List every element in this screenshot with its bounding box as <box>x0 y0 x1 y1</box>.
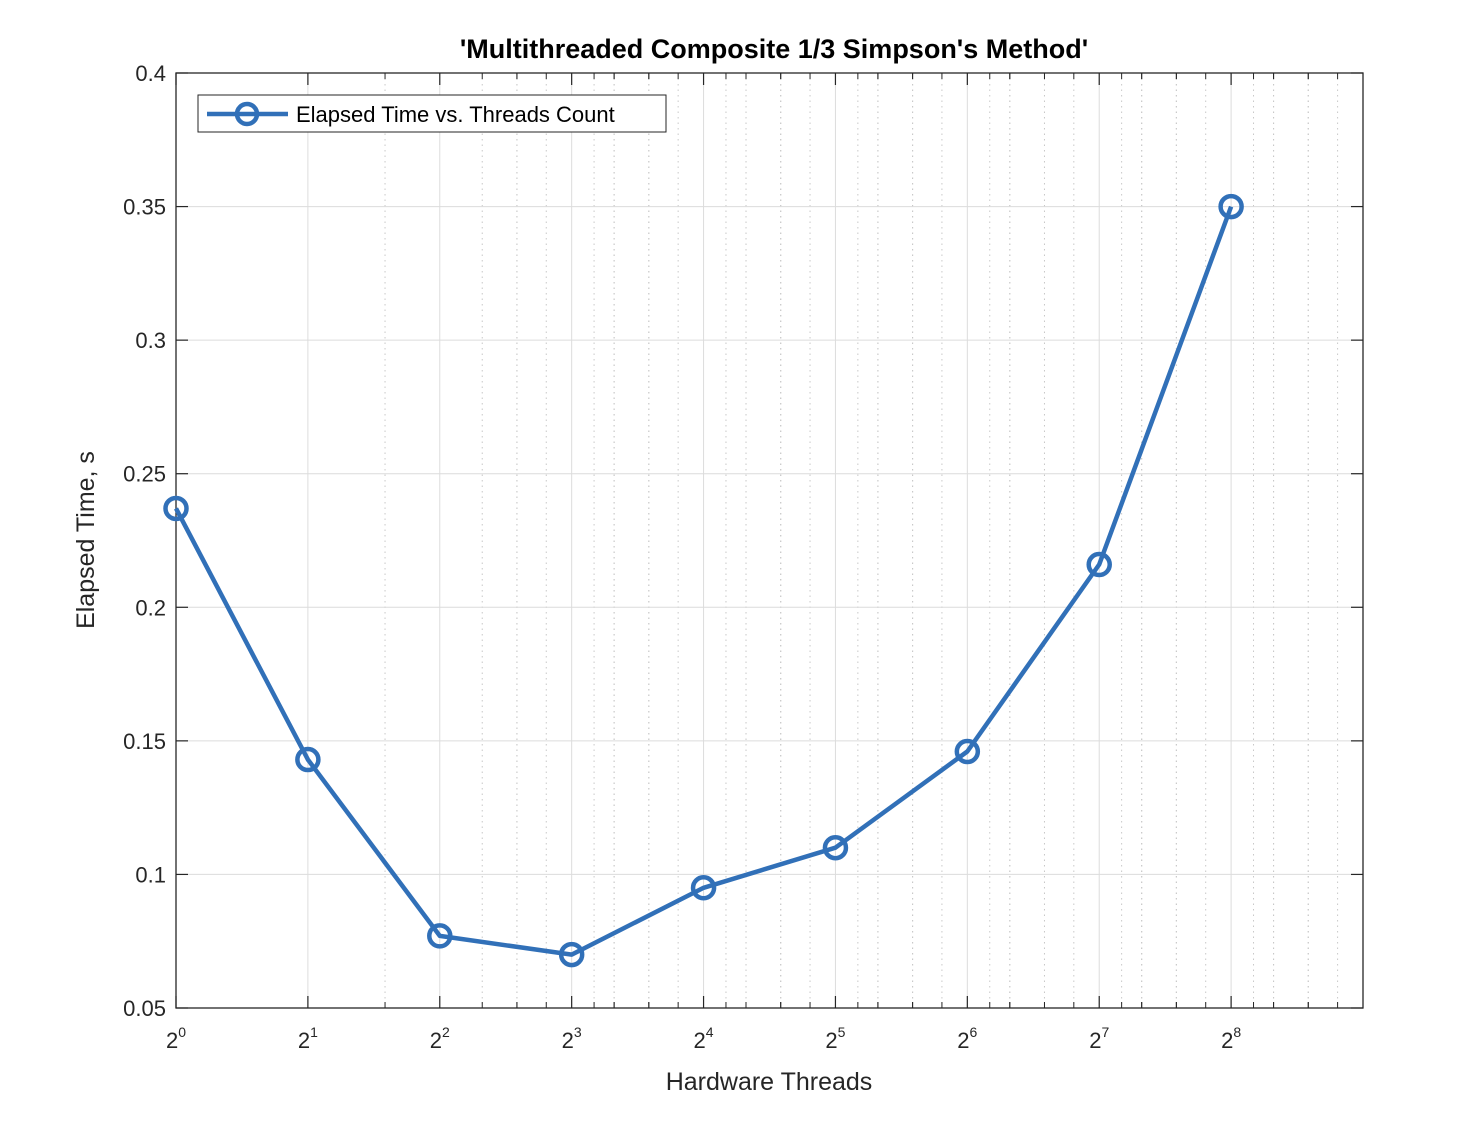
x-tick-label: 28 <box>1221 1024 1241 1053</box>
y-tick-label: 0.3 <box>135 328 166 353</box>
y-tick-labels: 0.05 0.1 0.15 0.2 0.25 0.3 0.35 0.4 <box>123 61 166 1021</box>
data-point <box>163 495 189 522</box>
series-layer <box>163 193 1244 968</box>
x-tick-labels: 20 21 22 23 24 25 26 27 28 <box>166 1024 1241 1053</box>
y-tick-label: 0.4 <box>135 61 166 86</box>
chart-title: 'Multithreaded Composite 1/3 Simpson's M… <box>460 34 1088 64</box>
x-tick-label: 20 <box>166 1024 186 1053</box>
y-tick-label: 0.1 <box>135 862 166 887</box>
y-tick-label: 0.2 <box>135 595 166 620</box>
x-tick-label: 27 <box>1089 1024 1109 1053</box>
x-tick-label: 24 <box>694 1024 714 1053</box>
data-point <box>1218 193 1244 220</box>
data-point <box>954 738 981 765</box>
y-tick-label: 0.15 <box>123 729 166 754</box>
data-point <box>558 941 585 968</box>
x-tick-label: 26 <box>957 1024 977 1053</box>
series-line <box>174 205 1234 957</box>
legend-marker-swatch <box>234 101 260 127</box>
data-point <box>427 923 453 949</box>
plot-area <box>175 72 1364 1009</box>
data-point <box>1086 551 1112 578</box>
x-tick-label: 21 <box>298 1024 318 1053</box>
data-point <box>690 875 717 901</box>
x-axis-label: Hardware Threads <box>666 1068 873 1096</box>
legend-entry-label: Elapsed Time vs. Threads Count <box>296 102 615 127</box>
axis-ticks <box>175 72 1363 1009</box>
data-point <box>295 746 321 773</box>
y-tick-label: 0.35 <box>123 195 166 220</box>
x-tick-label: 25 <box>825 1024 845 1053</box>
data-point <box>822 834 849 861</box>
y-tick-label: 0.25 <box>123 462 166 487</box>
y-axis-label: Elapsed Time, s <box>72 451 100 629</box>
x-tick-label: 22 <box>430 1024 450 1053</box>
y-tick-label: 0.05 <box>123 996 166 1021</box>
legend: Elapsed Time vs. Threads Count <box>197 94 667 133</box>
x-tick-label: 23 <box>562 1024 582 1053</box>
